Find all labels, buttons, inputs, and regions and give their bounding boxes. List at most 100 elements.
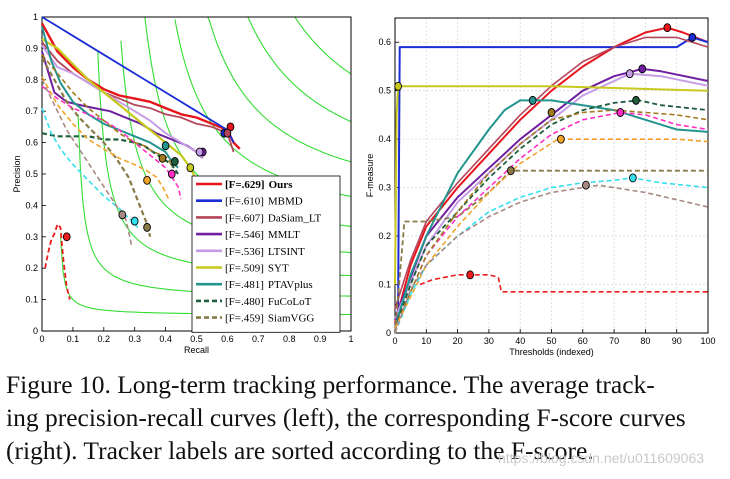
series-line-orange-dash: [41, 76, 170, 200]
x-tick-label: 30: [484, 336, 494, 346]
series-line-ptavplus: [394, 99, 709, 329]
legend-value: [F=.546]: [225, 229, 264, 241]
y-tick-label: 0.5: [378, 86, 391, 96]
legend-value: [F=.629]: [225, 179, 265, 191]
x-tick-label: 0.3: [128, 334, 141, 344]
y-tick-label: 0.3: [378, 183, 391, 193]
legend-value: [F=.481]: [225, 279, 264, 291]
series-marker-syt: [186, 163, 195, 173]
y-tick-label: 0.4: [378, 134, 391, 144]
series-marker-magenta-dash: [167, 169, 176, 179]
legend-value: [F=.480]: [225, 296, 264, 308]
series-marker-red-dash-low: [62, 232, 71, 242]
watermark: https://blog.csdn.net/u011609063: [498, 450, 705, 466]
legend-name: DaSiam_LT: [268, 212, 322, 224]
x-axis-label: Recall: [184, 345, 209, 355]
caption-line-3: (right). Tracker labels are sorted accor…: [6, 436, 594, 465]
legend-name: SYT: [268, 263, 289, 275]
series-marker-mmlt: [638, 64, 647, 74]
series-line-ours: [40, 22, 241, 150]
legend-entry: [F=.546] MMLT: [225, 229, 300, 241]
y-tick-label: 0.5: [25, 169, 38, 179]
legend-entry: [F=.610] MBMD: [225, 196, 303, 208]
series-line-red-dash-low: [44, 223, 71, 300]
legend-entry: [F=.607] DaSiam_LT: [225, 212, 322, 224]
precision-recall-chart: 0 0.1 0.2 0.3 0.4 0.5 0.6 0.7 0.8 0.9 1 0 0.1 0.2 0.3 0…: [12, 12, 354, 355]
series-line-fucolot: [394, 99, 709, 329]
y-axis-label: F-measure: [365, 154, 375, 198]
x-tick-label: 10: [421, 336, 431, 346]
series-marker-olive-dash: [547, 108, 556, 117]
y-tick-label: 0.4: [25, 200, 38, 210]
caption-line-2: ing precision-recall curves (left), the …: [6, 403, 686, 432]
legend-name: SiamVGG: [268, 313, 315, 325]
series-marker-taupe-dash: [582, 180, 590, 190]
x-tick-label: 100: [700, 336, 715, 346]
f-measure-chart: 0 10 20 30 40 50 60 70 80 90 100 0 0.1 0.2 0.3 0.4 0.5 0.…: [365, 17, 716, 357]
legend-name: MMLT: [268, 229, 300, 241]
series-marker-ptavplus: [528, 95, 537, 105]
series-marker-ptavplus: [161, 141, 170, 151]
legend-entry: [F=.480] FuCoLoT: [225, 296, 312, 308]
series-marker-ltsint: [195, 147, 204, 157]
x-tick-label: 1: [348, 334, 353, 344]
series-line-taupe-dash: [41, 79, 133, 247]
series-line-ltsint: [41, 44, 204, 160]
legend-name: MBMD: [268, 196, 303, 208]
x-tick-label: 0.5: [190, 334, 203, 344]
y-tick-label: 0.6: [378, 37, 391, 47]
y-tick-label: 0.2: [25, 263, 38, 273]
y-tick-label: 0: [386, 328, 391, 338]
x-tick-label: 0.6: [221, 334, 234, 344]
legend-name: LTSINT: [268, 246, 305, 258]
y-tick-label: 1: [33, 12, 38, 22]
legend-entry: [F=.629] Ours: [225, 179, 293, 191]
series-marker-orange-dash: [143, 175, 151, 185]
series-marker-olive-dash: [158, 153, 167, 163]
series-marker-syt: [394, 81, 402, 91]
x-tick-label: 80: [640, 336, 650, 346]
series-line-syt: [41, 38, 198, 181]
y-tick-label: 0.1: [378, 280, 391, 290]
legend-value: [F=.509]: [225, 263, 264, 275]
series-marker-dasiam-lt: [223, 128, 232, 138]
y-tick-label: 0: [33, 326, 38, 336]
legend-value: [F=.610]: [225, 196, 264, 208]
series-line-olive-dash: [394, 109, 709, 329]
legend-name: Ours: [269, 179, 294, 191]
caption-line-1: Figure 10. Long-term tracking performanc…: [6, 370, 655, 399]
y-tick-label: 0.2: [378, 231, 391, 241]
series-line-magenta-dash: [41, 85, 182, 200]
series-marker-cyan-dash: [130, 216, 139, 226]
legend-value: [F=.536]: [225, 246, 264, 258]
figure-canvas: 0 0.1 0.2 0.3 0.4 0.5 0.6 0.7 0.8 0.9 100.10.20.30…: [12, 12, 716, 357]
series-marker-siamvgg: [143, 222, 151, 232]
x-tick-label: 0: [39, 334, 44, 344]
legend-entry: [F=.459] SiamVGG: [225, 313, 314, 325]
x-tick-label: 0.7: [252, 334, 265, 344]
series-marker-cyan-dash: [629, 173, 637, 183]
y-tick-label: 0.6: [25, 138, 38, 148]
x-tick-label: 0.4: [159, 334, 172, 344]
series-marker-orange-dash: [557, 134, 565, 144]
legend-name: PTAVplus: [268, 279, 313, 291]
x-tick-label: 60: [578, 336, 588, 346]
series-line-fucolot: [41, 132, 179, 175]
y-tick-label: 0.9: [25, 43, 38, 53]
series-line-taupe-dash: [394, 184, 709, 334]
x-axis-label: Thresholds (indexed): [509, 347, 594, 357]
series-line-siamvgg: [41, 57, 152, 238]
series-marker-ltsint: [625, 69, 634, 79]
x-tick-label: 0.2: [98, 334, 111, 344]
x-tick-label: 50: [546, 336, 556, 346]
x-tick-label: 70: [609, 336, 619, 346]
iso-f-curve: [246, 16, 352, 123]
x-tick-label: 0.9: [314, 334, 327, 344]
series-marker-red-dash-low: [466, 270, 474, 280]
series-line-cyan-dash: [394, 177, 709, 334]
legend-box: [191, 175, 341, 333]
iso-f-curve: [207, 16, 352, 163]
series-marker-magenta-dash: [616, 108, 625, 117]
series-marker-fucolot: [632, 95, 640, 105]
x-tick-label: 90: [672, 336, 682, 346]
